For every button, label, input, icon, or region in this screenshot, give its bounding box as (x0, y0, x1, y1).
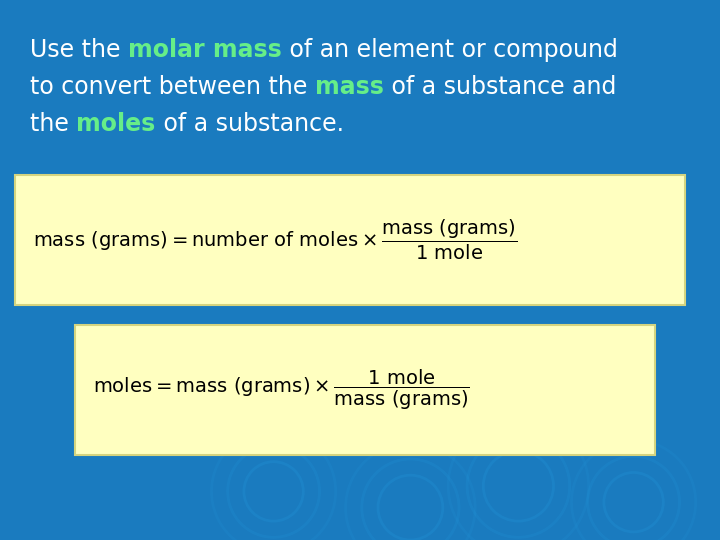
Text: the: the (30, 112, 76, 136)
Text: mass: mass (315, 75, 384, 99)
Text: moles: moles (76, 112, 156, 136)
Text: molar mass: molar mass (128, 38, 282, 62)
Text: of a substance and: of a substance and (384, 75, 616, 99)
Text: $\mathrm{moles = mass\ (grams)} \times \dfrac{\mathrm{1\ mole}}{\mathrm{mass\ (g: $\mathrm{moles = mass\ (grams)} \times \… (93, 368, 470, 412)
FancyBboxPatch shape (15, 175, 685, 305)
FancyBboxPatch shape (75, 325, 655, 455)
Text: $\mathrm{mass\ (grams) = number\ of\ moles} \times \dfrac{\mathrm{mass\ (grams)}: $\mathrm{mass\ (grams) = number\ of\ mol… (33, 218, 518, 262)
Text: of a substance.: of a substance. (156, 112, 343, 136)
Text: to convert between the: to convert between the (30, 75, 315, 99)
Text: Use the: Use the (30, 38, 128, 62)
Text: of an element or compound: of an element or compound (282, 38, 618, 62)
